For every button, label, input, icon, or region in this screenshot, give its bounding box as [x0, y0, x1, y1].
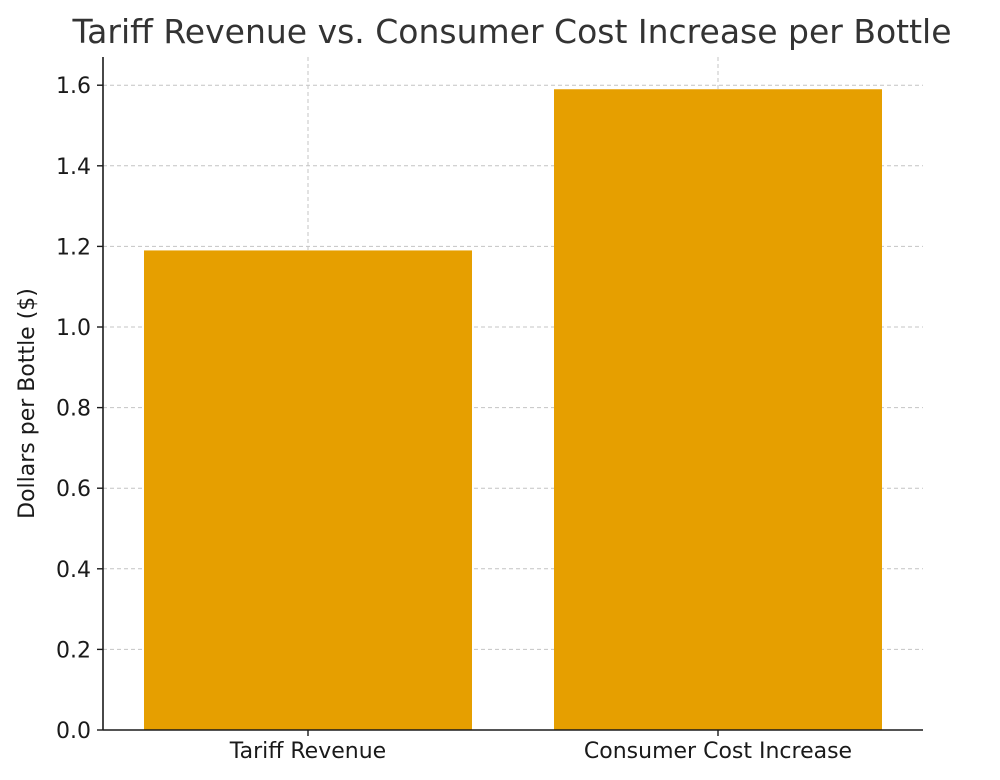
x-tick-label: Consumer Cost Increase [584, 739, 852, 764]
y-tick-label: 1.6 [56, 74, 91, 99]
bar-consumer-cost-increase [554, 89, 882, 731]
chart-title: Tariff Revenue vs. Consumer Cost Increas… [71, 12, 951, 51]
bar-tariff-revenue [144, 250, 472, 730]
y-tick-label: 0.6 [56, 477, 91, 502]
y-tick-label: 0.2 [56, 638, 91, 663]
ticks-layer: 0.0 0.2 0.4 0.6 0.8 1.0 1.2 1.4 1.6 Tariff Revenu… [56, 74, 852, 764]
y-tick-label: 1.2 [56, 235, 91, 260]
y-axis-label: Dollars per Bottle ($) [15, 288, 40, 519]
y-tick-label: 0.8 [56, 397, 91, 422]
y-tick-label: 1.0 [56, 316, 91, 341]
y-tick-label: 0.4 [56, 558, 91, 583]
axes-layer [97, 57, 923, 736]
bars-layer [144, 89, 882, 731]
y-tick-label: 0.0 [56, 719, 91, 744]
x-tick-label: Tariff Revenue [229, 739, 386, 764]
y-tick-label: 1.4 [56, 155, 91, 180]
